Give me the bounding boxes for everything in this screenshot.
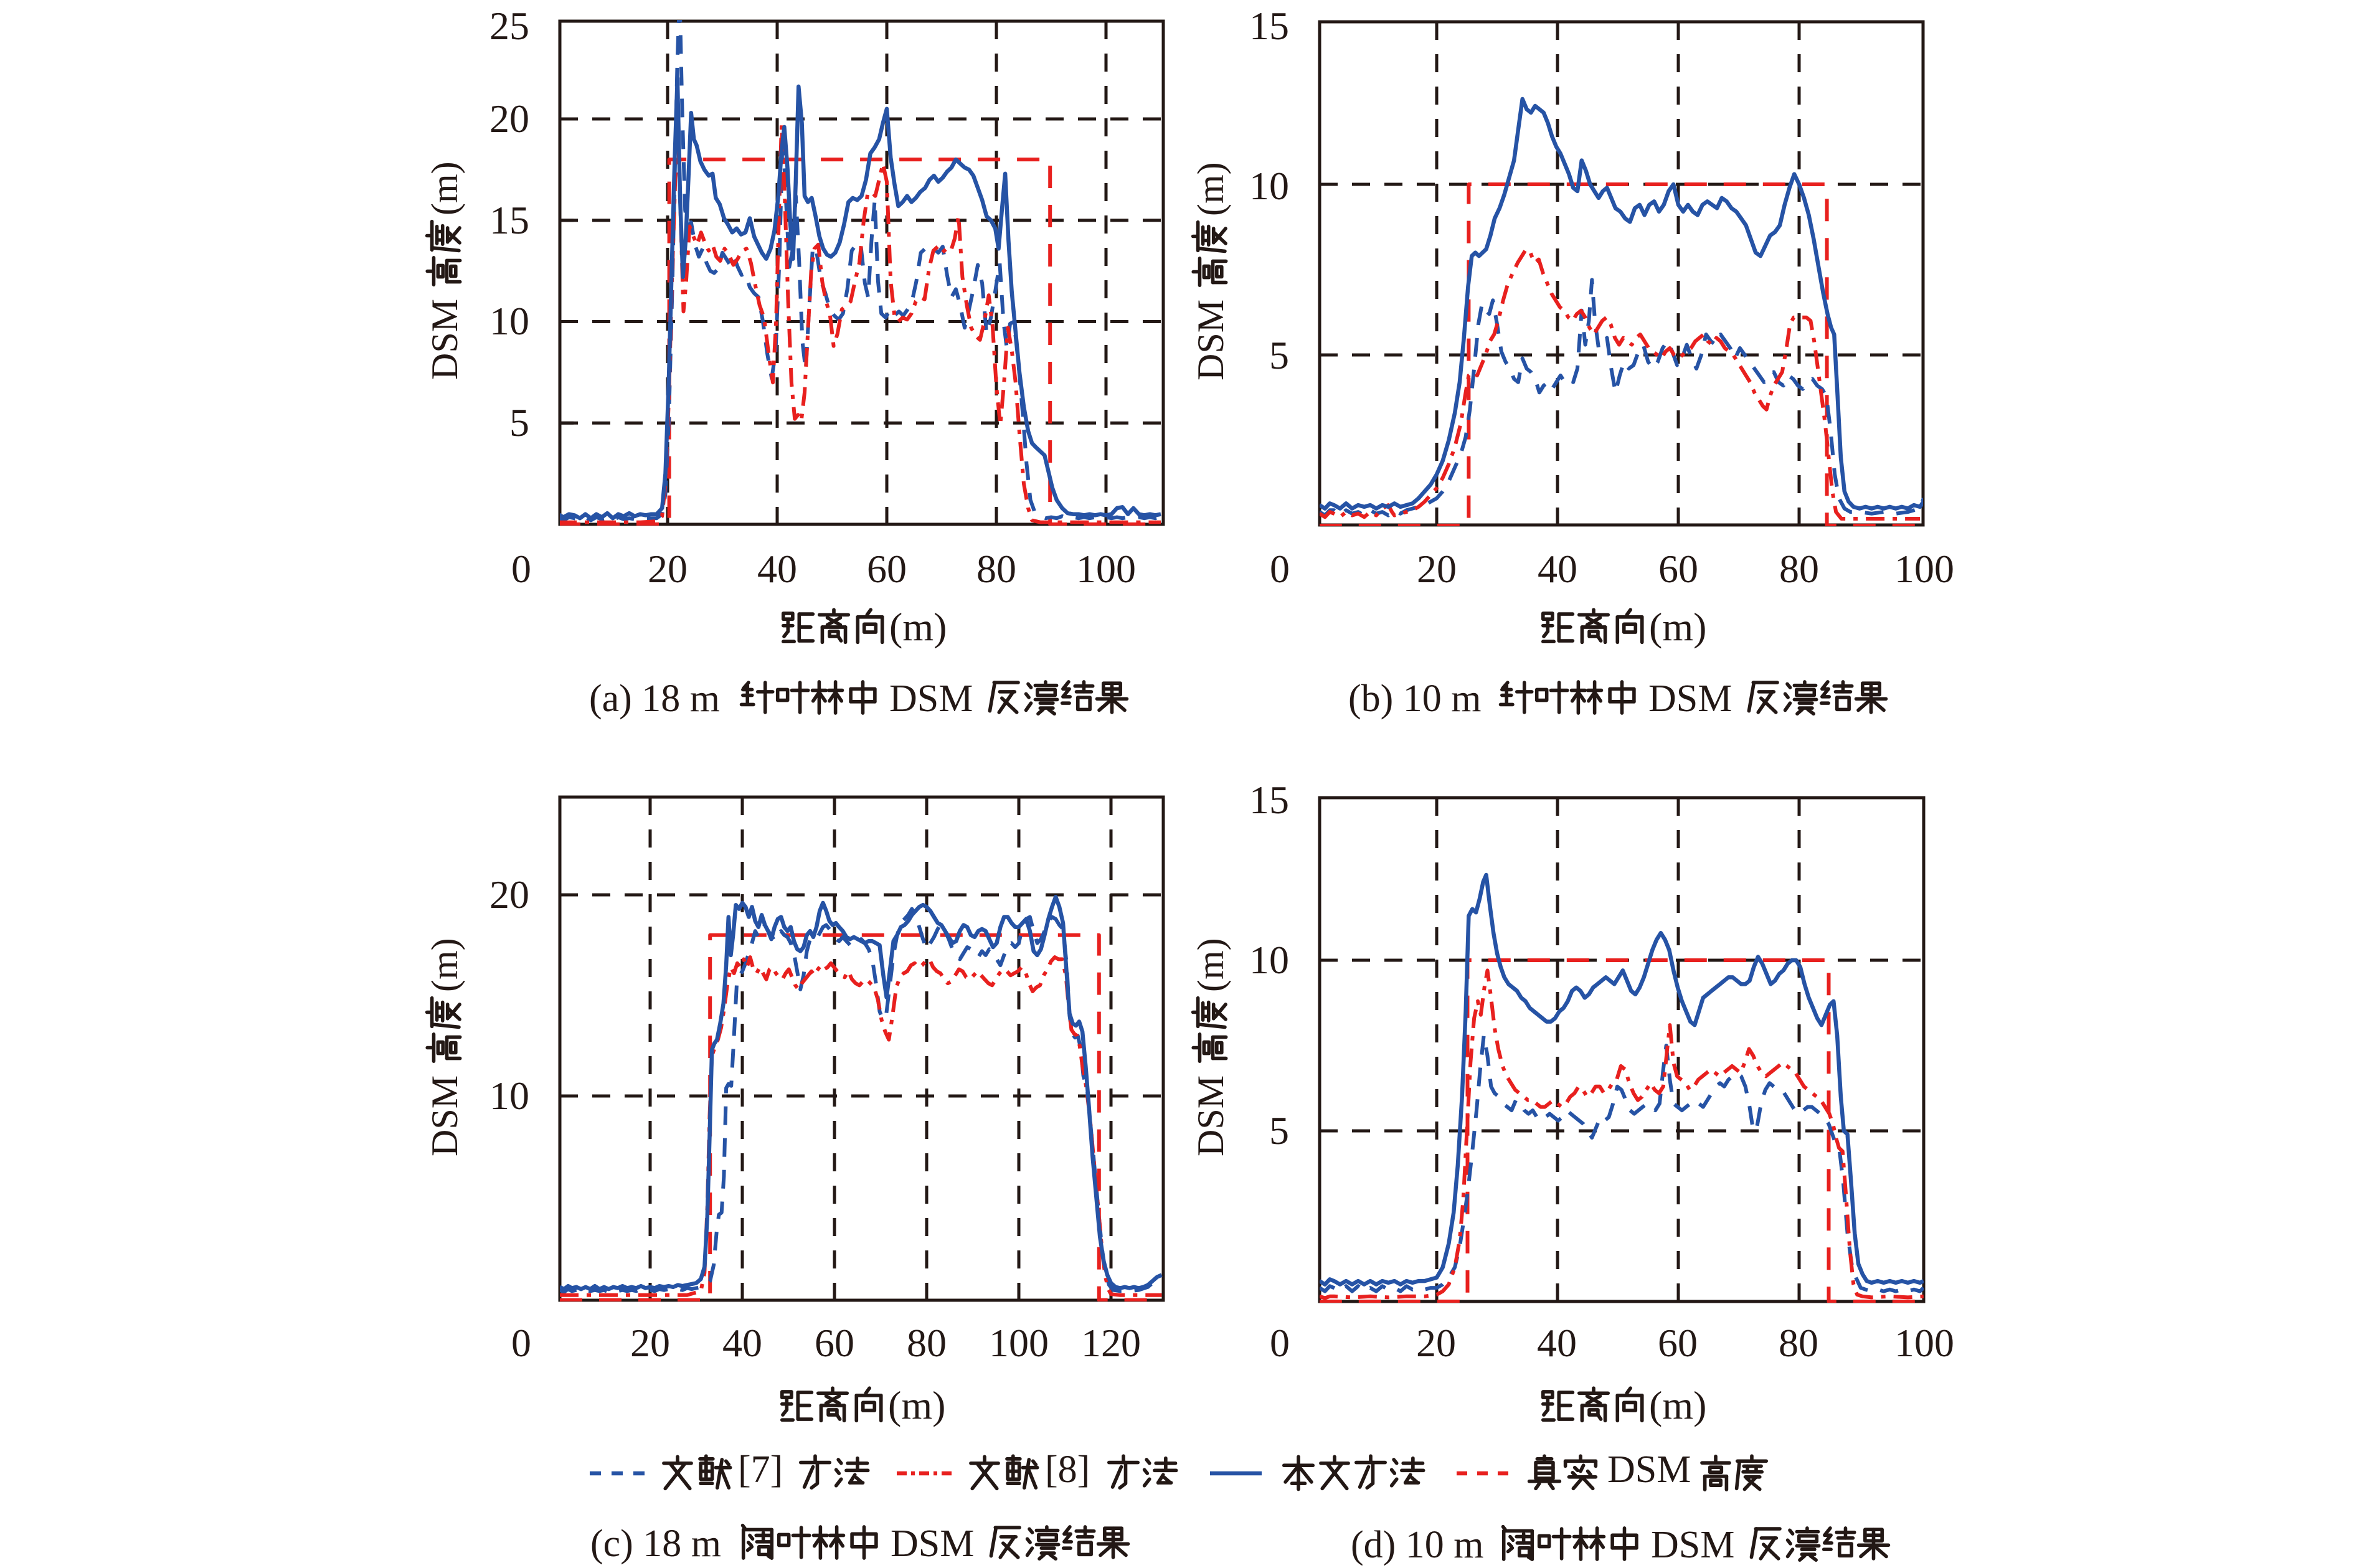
svg-text:(m): (m) xyxy=(424,161,465,215)
svg-text:DSM: DSM xyxy=(1190,1075,1231,1156)
svg-text:0: 0 xyxy=(511,547,531,591)
svg-text:(c) 18 m: (c) 18 m xyxy=(590,1523,721,1565)
svg-text:DSM: DSM xyxy=(1190,300,1231,380)
svg-text:(m): (m) xyxy=(1190,938,1231,992)
svg-text:15: 15 xyxy=(1249,4,1289,48)
svg-text:15: 15 xyxy=(489,198,529,242)
svg-text:120: 120 xyxy=(1081,1321,1141,1365)
svg-text:100: 100 xyxy=(1894,1321,1954,1365)
svg-text:(m): (m) xyxy=(889,605,947,649)
svg-text:(a) 18 m: (a) 18 m xyxy=(589,678,720,720)
svg-text:DSM: DSM xyxy=(424,299,465,380)
svg-text:20: 20 xyxy=(648,547,688,591)
svg-text:60: 60 xyxy=(1658,547,1698,591)
svg-text:(d) 10 m: (d) 10 m xyxy=(1351,1524,1484,1566)
svg-text:(b) 10 m: (b) 10 m xyxy=(1348,678,1482,720)
svg-text:(m): (m) xyxy=(888,1383,945,1427)
svg-text:80: 80 xyxy=(1779,1321,1818,1365)
svg-text:DSM: DSM xyxy=(1651,1524,1734,1566)
svg-text:DSM: DSM xyxy=(424,1075,465,1156)
svg-text:(m): (m) xyxy=(1649,1383,1706,1427)
svg-text:80: 80 xyxy=(1779,547,1819,591)
svg-text:60: 60 xyxy=(815,1321,854,1365)
svg-text:100: 100 xyxy=(989,1321,1049,1365)
svg-text:10: 10 xyxy=(489,299,529,343)
svg-text:20: 20 xyxy=(489,872,529,917)
svg-text:10: 10 xyxy=(1249,938,1289,982)
svg-text:DSM: DSM xyxy=(1607,1448,1691,1491)
svg-text:5: 5 xyxy=(509,400,529,445)
svg-text:20: 20 xyxy=(489,97,529,141)
svg-text:40: 40 xyxy=(722,1321,762,1365)
svg-text:5: 5 xyxy=(1269,1108,1289,1153)
svg-text:40: 40 xyxy=(1538,547,1577,591)
svg-text:100: 100 xyxy=(1894,547,1954,591)
svg-text:(m): (m) xyxy=(1649,605,1706,649)
svg-text:80: 80 xyxy=(976,547,1016,591)
svg-text:DSM: DSM xyxy=(889,678,973,720)
svg-text:0: 0 xyxy=(1270,1321,1290,1365)
svg-text:10: 10 xyxy=(489,1074,529,1118)
svg-text:[7]: [7] xyxy=(738,1448,783,1491)
svg-text:60: 60 xyxy=(1658,1321,1698,1365)
svg-text:60: 60 xyxy=(867,547,907,591)
svg-text:100: 100 xyxy=(1076,547,1136,591)
svg-text:0: 0 xyxy=(1270,547,1290,591)
svg-text:5: 5 xyxy=(1269,333,1289,377)
svg-text:DSM: DSM xyxy=(1648,678,1732,720)
svg-text:20: 20 xyxy=(1417,547,1457,591)
svg-text:80: 80 xyxy=(907,1321,947,1365)
svg-text:20: 20 xyxy=(1416,1321,1456,1365)
svg-text:(m): (m) xyxy=(1190,162,1231,216)
svg-text:20: 20 xyxy=(630,1321,670,1365)
svg-text:[8]: [8] xyxy=(1045,1448,1090,1491)
svg-text:40: 40 xyxy=(1537,1321,1577,1365)
svg-text:DSM: DSM xyxy=(891,1523,974,1565)
svg-text:15: 15 xyxy=(1249,778,1289,822)
svg-text:0: 0 xyxy=(511,1321,531,1365)
svg-text:40: 40 xyxy=(757,547,797,591)
svg-text:(m): (m) xyxy=(424,938,465,992)
svg-text:25: 25 xyxy=(489,4,529,48)
svg-text:10: 10 xyxy=(1249,164,1289,208)
